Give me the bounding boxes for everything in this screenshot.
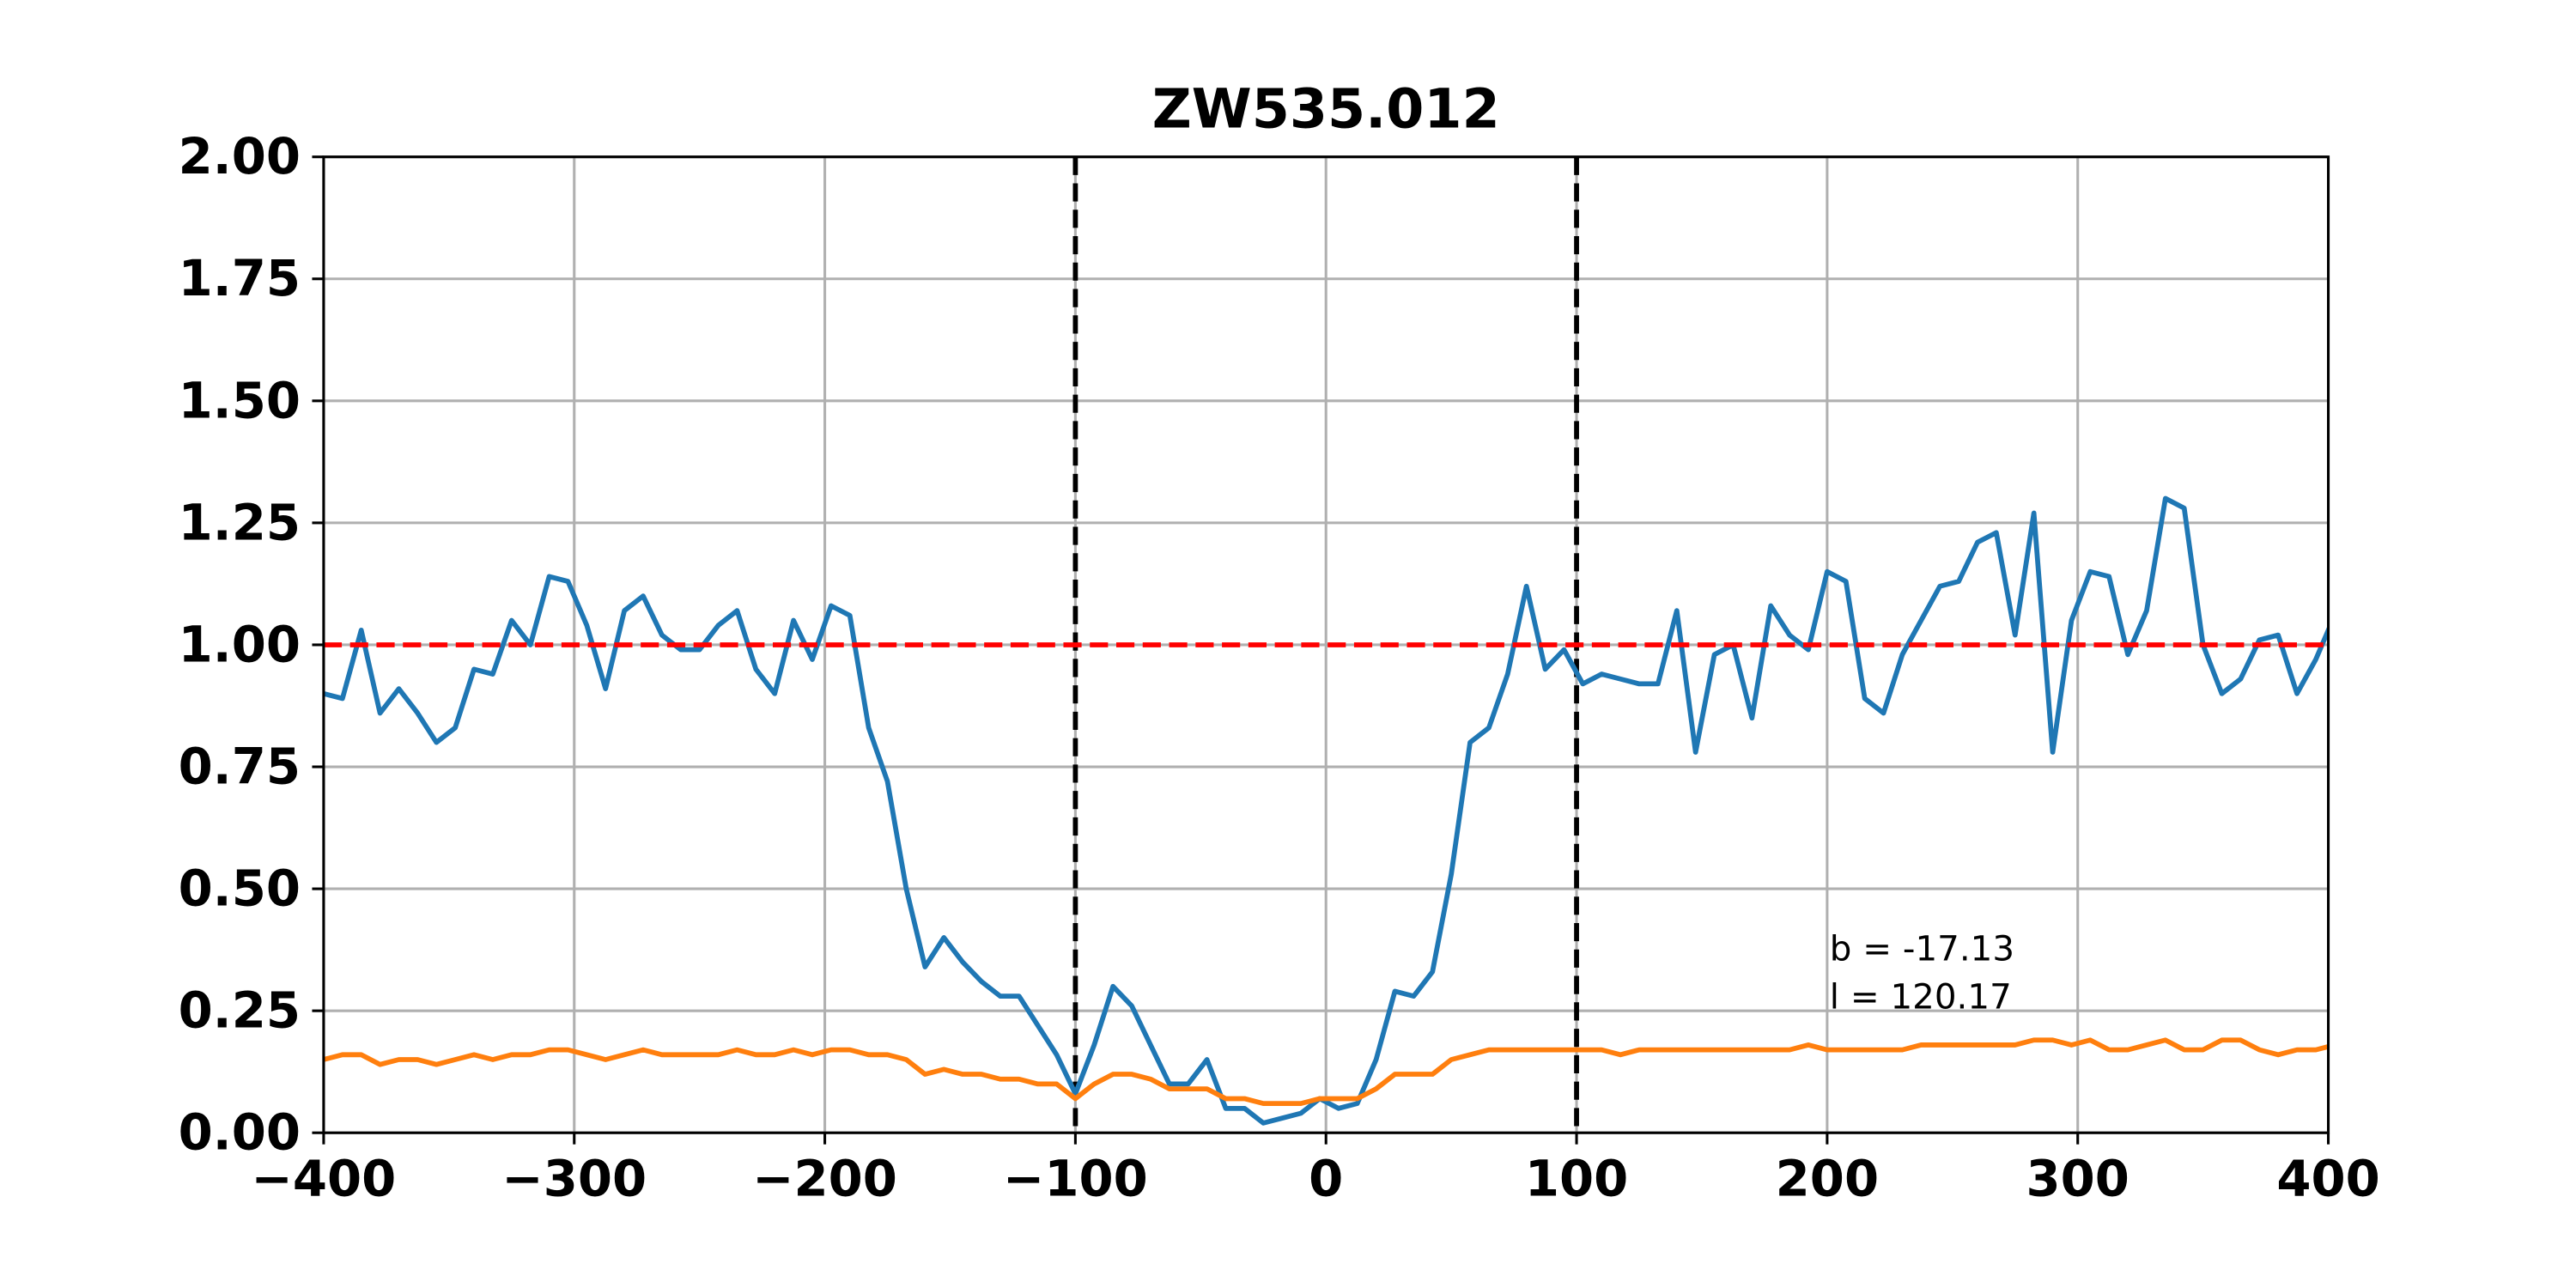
x-tick-label: −300 <box>501 1150 647 1208</box>
y-tick-label: 1.50 <box>179 371 301 429</box>
y-tick-label: 0.25 <box>179 981 301 1040</box>
x-tick-label: −400 <box>252 1150 397 1208</box>
x-tick-label: −200 <box>752 1150 897 1208</box>
ticks: 0.00 0.25 0.50 0.75 1.00 1.25 1.50 1.75 2.00 −400… <box>179 127 2380 1207</box>
y-tick-label: 0.00 <box>179 1103 301 1162</box>
data-line <box>323 1037 2329 1107</box>
x-tick-label: 300 <box>2026 1150 2129 1208</box>
lines <box>323 495 2329 1126</box>
y-tick-label: 1.25 <box>179 493 301 551</box>
y-tick-label: 0.50 <box>179 860 301 918</box>
x-tick-label: 200 <box>1776 1150 1879 1208</box>
x-tick-label: −100 <box>1003 1150 1148 1208</box>
x-tick-label: 400 <box>2276 1150 2379 1208</box>
y-tick-label: 1.00 <box>179 615 301 673</box>
y-tick-label: 1.75 <box>179 249 301 307</box>
annotation: b = -17.13 <box>1830 929 2014 969</box>
annotation: l = 120.17 <box>1830 976 2012 1017</box>
y-tick-label: 2.00 <box>179 127 301 185</box>
y-tick-label: 0.75 <box>179 738 301 796</box>
x-tick-label: 0 <box>1309 1150 1343 1208</box>
x-tick-label: 100 <box>1525 1150 1628 1208</box>
data-line <box>323 495 2329 1126</box>
chart-title: ZW535.012 <box>1152 76 1500 140</box>
